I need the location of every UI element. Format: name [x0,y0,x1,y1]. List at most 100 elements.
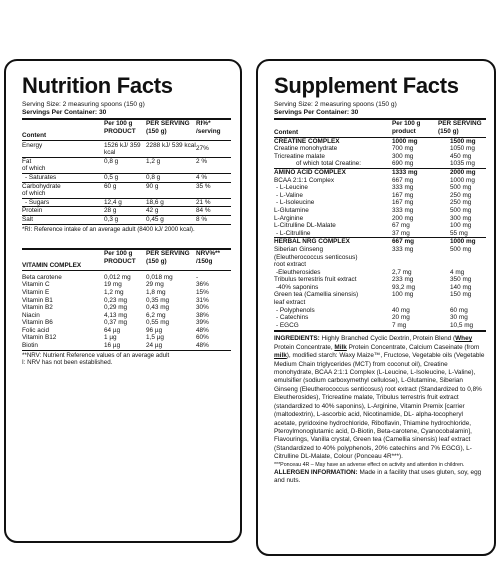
nutrition-cell-per100: 60 g [104,181,146,191]
ingredients-text-4: ), modified starch: Waxy Maize™, Fructos… [274,352,485,461]
vitamin-cell-nrv: 31% [196,296,209,304]
vitamin-cell-name: Vitamin B1 [22,296,53,304]
nutrition-row: - Sugars 12,4 g 18,6 g 21 % [22,197,231,207]
nutrition-header-per100: Per 100 g PRODUCT [104,120,136,135]
nutrition-cell-serving: 0,45 g [146,214,196,224]
supplement-row: Green tea (Camellia sinensis) 100 mg 150 m… [274,291,486,299]
ingredients-block: INGREDIENTS: Highly Branched Cyclic Dext… [274,330,486,461]
supplement-cell-serving: 1500 mg [438,136,486,146]
nutrition-cell-ri: 2 % [196,156,231,166]
supplement-cell-per100: 2,7 mg [392,268,412,276]
nutrition-cell-serving: 0,8 g [146,172,196,183]
supplement-row: of which total Creatine: 690 mg 1035 mg [274,160,486,168]
supplement-cell-serving: 1000 mg [438,237,486,246]
vitamin-cell-serving: 1,8 mg [146,288,166,296]
vitamin-cell-name: Vitamin B2 [22,304,53,312]
nutrition-serving-size: Serving Size: 2 measuring spoons (150 g) [22,101,145,108]
supplement-cell-per100: 93,2 mg [392,283,416,291]
nutrition-table: Content Per 100 g PRODUCT PER SERVING (1… [22,118,231,224]
supplement-cell-name: leaf extract [274,299,306,307]
nutrition-row: Protein 28 g 42 g 84 % [22,206,231,216]
vitamin-cell-name: Vitamin B6 [22,319,53,327]
supplement-cell-name: - L-Citrulline [276,229,311,237]
supplement-row: - L-Isoleucine 167 mg 250 mg [274,199,486,207]
vitamin-cell-nrv: 38% [196,311,209,319]
supplement-row: L-Arginine 200 mg 300 mg [274,215,486,223]
nutrition-cell-ri: 21 % [196,197,231,207]
supplement-row: - L-Citrulline 37 mg 55 mg [274,230,486,238]
vitamin-cell-per100: 0,37 mg [104,319,128,327]
supplement-header-per100: Per 100 g product [392,120,421,135]
nutrition-cell-per100 [104,190,146,198]
supplement-cell-serving: 140 mg [450,283,472,291]
nutrition-cell-ri: 84 % [196,206,231,216]
supplement-cell-name: (Eleutherococcus senticosus) [274,253,358,261]
supplement-row: - L-Leucine 333 mg 500 mg [274,184,486,192]
supplement-cell-serving: 100 mg [450,222,472,230]
supplement-cell-serving: 1000 mg [450,176,475,184]
supplement-cell-per100: 667 mg [392,176,414,184]
nutrition-header-ri: RI%* /serving [196,120,221,135]
supplement-facts-title: Supplement Facts [274,73,459,98]
vitamin-row: Folic acid 64 µg 96 µg 48% [22,327,231,335]
allergen-information: ALLERGEN INFORMATION: Made in a facility… [274,469,486,486]
supplement-row: - Polyphenols 40 mg 60 mg [274,307,486,315]
vitamin-cell-name: Folic acid [22,326,49,334]
supplement-cell-name: Siberian Ginseng [274,245,324,253]
nutrition-cell-name: - Saturates [22,172,104,183]
supplement-cell-serving: 150 mg [450,291,472,299]
supplement-row: -Eleutherosides 2,7 mg 4 mg [274,269,486,277]
nutrition-cell-name: of which [22,190,46,198]
nutrition-cell-serving: 90 g [146,181,196,191]
supplement-cell-serving: 30 mg [450,314,468,322]
supplement-cell-serving [438,299,486,307]
allergen-whey: Whey [455,335,473,343]
vitamin-cell-per100: 0,012 mg [104,269,146,282]
supplement-cell-serving: 1035 mg [450,160,475,168]
supplement-cell-serving: 10,5 mg [450,321,474,329]
supplement-table: Content Per 100 g product PER SERVING (1… [274,118,486,329]
vitamin-table: VITAMIN COMPLEX Per 100 g PRODUCT PER SE… [22,248,231,350]
vitamin-row: Vitamin C 19 mg 29 mg 36% [22,281,231,289]
nutrition-cell-name: Salt [22,214,104,224]
allergen-text: Made in a facility that uses gluten, soy… [274,468,482,484]
nutrition-cell-name: Fat [22,156,104,166]
supplement-cell-serving: 300 mg [450,214,472,222]
supplement-cell-name: CREATINE COMPLEX [274,136,392,146]
vitamin-cell-serving: 24 µg [146,342,163,350]
vitamin-header-per100: Per 100 g PRODUCT [104,250,136,265]
supplement-cell-per100: 300 mg [392,152,414,160]
supplement-cell-name: - L-Valine [276,191,303,199]
nutrition-cell-serving [146,165,196,173]
supplement-cell-per100: 100 mg [392,291,414,299]
supplement-cell-serving: 350 mg [450,276,472,284]
supplement-row: BCAA 2:1:1 Complex 667 mg 1000 mg [274,177,486,185]
supplement-cell-serving: 500 mg [450,206,472,214]
vitamin-header-name: VITAMIN COMPLEX [22,262,82,270]
vitamin-header-row: VITAMIN COMPLEX Per 100 g PRODUCT PER SE… [22,249,231,270]
supplement-cell-serving: 55 mg [450,229,468,237]
supplement-cell-name: L-Glutamine [274,206,309,214]
ingredients-text-3: Protein Concentrate, Calcium Caseinate (… [346,343,480,351]
supplement-cell-per100: 1000 mg [392,136,438,146]
supplement-cell-serving [438,261,486,269]
nutrition-cell-name: Carbohydrate [22,181,104,191]
nutrition-cell-name: of which [22,165,46,173]
nutrition-cell-serving: 2288 kJ/ 539 kcal [146,139,196,158]
vitamin-cell-per100: 0,29 mg [104,304,128,312]
supplement-cell-name: - L-Leucine [276,184,308,192]
nutrition-cell-ri: 27% [196,139,231,158]
nrv-footnote: **NRV: Nutrient Reference values of an a… [22,349,231,360]
nutrition-cell-name: - Sugars [22,197,104,207]
supplement-cell-per100: 700 mg [392,145,414,153]
supplement-cell-name: -40% saponins [276,283,319,291]
supplement-cell-per100 [392,299,438,307]
nutrition-cell-per100 [104,165,146,173]
supplement-cell-name: BCAA 2:1:1 Complex [274,176,335,184]
nutrition-cell-ri [196,190,231,198]
vitamin-cell-serving: 6,2 mg [146,311,166,319]
vitamin-cell-per100: 0,23 mg [104,296,128,304]
supplement-cell-per100: 20 mg [392,314,410,322]
